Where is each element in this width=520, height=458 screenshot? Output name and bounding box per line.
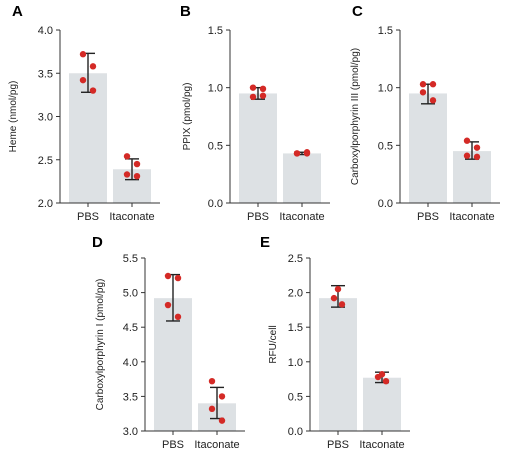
y-tick-label: 2.5 bbox=[38, 155, 53, 167]
y-tick-label: 4.0 bbox=[123, 357, 138, 369]
bar-itaconate bbox=[283, 153, 321, 203]
y-tick-label: 1.0 bbox=[288, 357, 303, 369]
x-tick-label: PBS bbox=[77, 211, 99, 223]
data-point bbox=[382, 377, 390, 385]
data-point bbox=[123, 171, 131, 178]
data-point bbox=[419, 81, 427, 88]
y-tick-label: 1.5 bbox=[288, 322, 303, 334]
x-tick-label: PBS bbox=[247, 211, 269, 223]
data-point bbox=[208, 405, 216, 413]
chart-panel-d: D 3.0 3.5 4.0 4.5 5.0 5.5 PBS Itaconate Carboxylp… bbox=[92, 234, 245, 451]
y-tick-label: 3.0 bbox=[38, 112, 53, 124]
y-tick-label: 2.0 bbox=[38, 198, 53, 210]
y-tick-label: 1.5 bbox=[378, 25, 393, 37]
panel-letter: D bbox=[92, 234, 103, 251]
x-tick-label: Itaconate bbox=[449, 211, 494, 223]
panel-letter: C bbox=[352, 3, 363, 20]
data-point bbox=[249, 84, 257, 91]
data-point bbox=[429, 81, 437, 88]
y-tick-label: 0.5 bbox=[288, 391, 303, 403]
data-point bbox=[164, 301, 172, 309]
data-point bbox=[123, 153, 131, 160]
bar-pbs bbox=[239, 93, 277, 203]
data-point bbox=[174, 274, 182, 282]
data-point bbox=[79, 76, 87, 84]
y-tick-label: 0.5 bbox=[378, 140, 393, 152]
x-tick-label: PBS bbox=[162, 439, 184, 451]
y-axis-label: PPIX (pmol/pg) bbox=[182, 83, 193, 151]
panel-letter: B bbox=[180, 3, 191, 20]
data-point bbox=[419, 89, 427, 96]
data-point bbox=[259, 92, 267, 99]
data-point bbox=[133, 172, 141, 180]
bar-itaconate bbox=[363, 377, 401, 431]
data-point bbox=[338, 301, 346, 308]
x-tick-label: Itaconate bbox=[109, 211, 154, 223]
x-tick-label: PBS bbox=[327, 439, 349, 451]
chart-panel-a: A 2.0 2.5 3.0 3.5 4.0 PBS Itaconate Heme (nmol/p… bbox=[8, 3, 160, 223]
y-tick-label: 1.5 bbox=[208, 25, 223, 37]
data-point bbox=[89, 63, 97, 70]
chart-panel-b: B 0.0 0.5 1.0 1.5 PBS Itaconate PPIX (pmol/pg) bbox=[180, 3, 330, 223]
y-tick-label: 5.0 bbox=[123, 288, 138, 300]
x-tick-label: Itaconate bbox=[359, 439, 404, 451]
chart-panel-e: E 0.0 0.5 1.0 1.5 2.0 2.5 PBS Itaconate RFU/cell bbox=[260, 234, 410, 451]
y-axis-label: Heme (nmol/pg) bbox=[8, 81, 19, 153]
chart-panel-c: C 0.0 0.5 1.0 1.5 PBS Itaconate Carboxylporphyr… bbox=[350, 3, 500, 223]
data-point bbox=[79, 51, 87, 58]
y-tick-label: 1.0 bbox=[378, 83, 393, 95]
data-point bbox=[303, 149, 311, 156]
y-tick-label: 3.0 bbox=[123, 426, 138, 438]
y-tick-label: 1.0 bbox=[208, 83, 223, 95]
y-tick-label: 5.5 bbox=[123, 253, 138, 265]
y-tick-label: 0.5 bbox=[208, 140, 223, 152]
data-point bbox=[293, 150, 301, 157]
data-point bbox=[473, 153, 481, 161]
y-tick-label: 0.0 bbox=[378, 198, 393, 210]
data-point bbox=[463, 137, 471, 144]
data-point bbox=[249, 93, 257, 101]
data-point bbox=[218, 417, 226, 424]
y-tick-label: 4.5 bbox=[123, 322, 138, 334]
data-point bbox=[429, 97, 437, 104]
y-tick-label: 0.0 bbox=[208, 198, 223, 210]
y-axis-label: RFU/cell bbox=[268, 325, 279, 363]
y-tick-label: 3.5 bbox=[38, 68, 53, 80]
panel-letter: E bbox=[260, 234, 270, 251]
bar-pbs bbox=[409, 93, 447, 203]
x-tick-label: Itaconate bbox=[279, 211, 324, 223]
data-point bbox=[89, 87, 97, 94]
y-tick-label: 2.5 bbox=[288, 253, 303, 265]
y-tick-label: 3.5 bbox=[123, 391, 138, 403]
data-point bbox=[374, 373, 382, 381]
data-point bbox=[164, 272, 172, 280]
y-tick-label: 2.0 bbox=[288, 288, 303, 300]
data-point bbox=[259, 85, 267, 93]
data-point bbox=[133, 160, 141, 168]
data-point bbox=[330, 294, 338, 302]
bar-pbs bbox=[319, 298, 357, 431]
x-tick-label: Itaconate bbox=[194, 439, 239, 451]
data-point bbox=[463, 152, 471, 159]
data-point bbox=[174, 313, 182, 321]
data-point bbox=[473, 144, 481, 151]
data-point bbox=[334, 285, 342, 293]
panel-letter: A bbox=[12, 3, 23, 20]
data-point bbox=[218, 393, 226, 400]
y-tick-label: 4.0 bbox=[38, 25, 53, 37]
data-point bbox=[208, 377, 216, 385]
y-axis-label: Carboxylporphyrin III (pmol/pg) bbox=[350, 48, 361, 185]
bar-pbs bbox=[69, 73, 107, 203]
x-tick-label: PBS bbox=[417, 211, 439, 223]
y-axis-label: Carboxylporphyrin I (pmol/pg) bbox=[95, 279, 106, 411]
y-tick-label: 0.0 bbox=[288, 426, 303, 438]
